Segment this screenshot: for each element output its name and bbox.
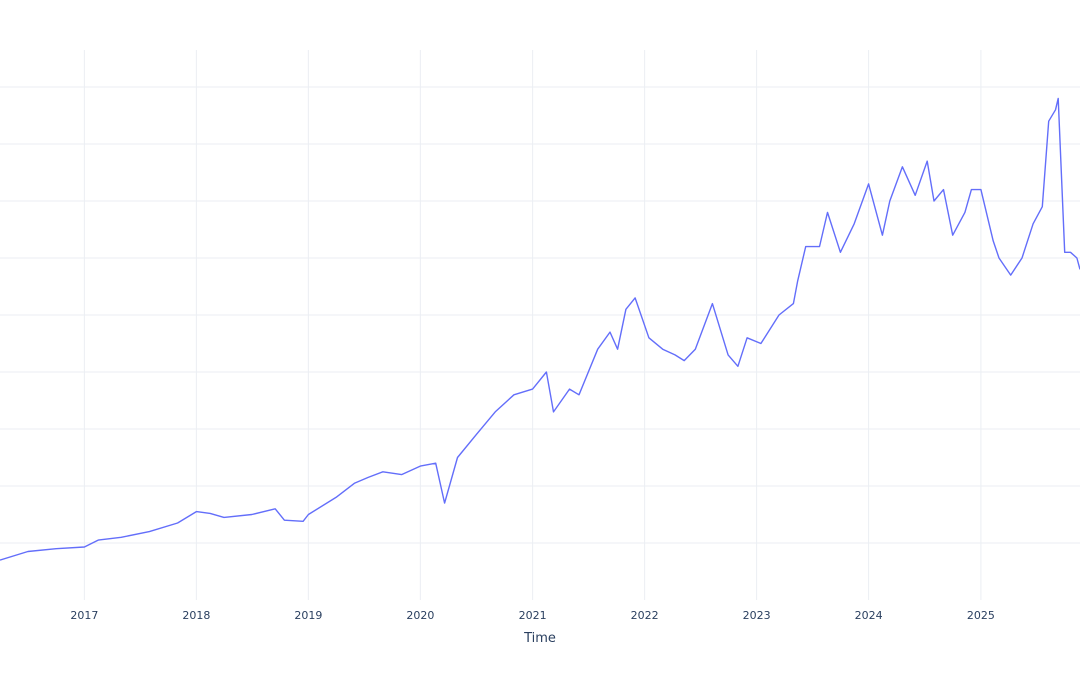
series-line-0 xyxy=(0,97,1080,561)
x-tick-label-2020: 2020 xyxy=(406,609,434,622)
x-tick-labels: 2017 2018 2019 2020 2021 2022 2023 2024 2025 xyxy=(70,609,995,622)
x-tick-label-2025: 2025 xyxy=(967,609,995,622)
x-tick-label-2021: 2021 xyxy=(519,609,547,622)
x-tick-label-2017: 2017 xyxy=(70,609,98,622)
series-group xyxy=(0,97,1080,561)
x-tick-label-2023: 2023 xyxy=(743,609,771,622)
x-tick-label-2022: 2022 xyxy=(631,609,659,622)
x-tick-label-2019: 2019 xyxy=(294,609,322,622)
x-tick-label-2024: 2024 xyxy=(855,609,883,622)
y-gridlines xyxy=(0,86,1080,544)
x-tick-label-2018: 2018 xyxy=(182,609,210,622)
x-axis-title: Time xyxy=(523,631,556,646)
x-gridlines xyxy=(83,50,982,600)
